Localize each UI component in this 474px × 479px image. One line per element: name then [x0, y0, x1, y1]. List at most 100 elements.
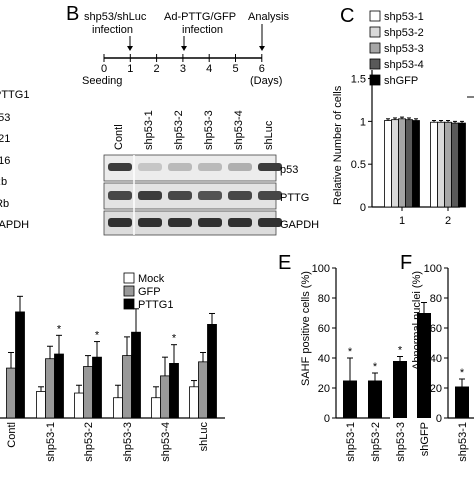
timeline-day-number: 5: [232, 63, 238, 75]
blot-band: [168, 218, 192, 227]
chart-d-legend-swatch: [123, 298, 135, 310]
timeline-ticks: 0 1 2 3 4 5 6: [101, 54, 265, 75]
chart-c-legend: shp53-1 shp53-2 shp53-3 shp53-4 shGFP: [369, 10, 424, 87]
panel-c: C 0 0.5 1 1.5 1 2 Relative Number of cells sh…: [332, 5, 474, 227]
chart-d-bar: [92, 356, 102, 419]
chart-abnormal-nuclei: 0 20 40 60 80 100 * shp53-1: [424, 263, 474, 462]
timeline-step2-line2: infection: [182, 24, 223, 36]
chart-c-legend-swatch: [369, 10, 381, 22]
chart-d-bar: [15, 311, 25, 419]
timeline-day-number: 2: [154, 63, 160, 75]
timeline-step1-line1: shp53/shLuc: [84, 11, 147, 23]
protein-label-pttg1: PTTG1: [0, 89, 29, 101]
chart-bar: [417, 313, 431, 418]
chart-c-x-tick-label: 1: [399, 215, 405, 227]
chart-d-significance-star: *: [95, 330, 100, 342]
blot-lane-label: shp53-3: [203, 110, 215, 150]
chart-c-bar: [384, 120, 392, 208]
blot-band: [198, 218, 222, 227]
timeline-day-number: 0: [101, 63, 107, 75]
timeline-days-label: (Days): [250, 75, 282, 87]
panel-letter-b: B: [66, 3, 79, 25]
chart-significance-star: *: [460, 367, 465, 379]
timeline-day-number: 6: [259, 63, 265, 75]
blot-band: [108, 191, 132, 200]
chart-c-legend-swatch: [369, 58, 381, 70]
chart-y-tick-label: 80: [430, 293, 442, 305]
blot-lane-label: Contl: [113, 124, 125, 150]
chart-x-tick-label: shp53-2: [370, 422, 382, 462]
chart-d-bar: [6, 367, 16, 419]
blot-band: [198, 163, 222, 171]
chart-c-y-tick-label: 0.5: [351, 159, 366, 171]
chart-c-bar: [405, 119, 413, 208]
chart-c-bar: [391, 119, 399, 208]
chart-y-tick-label: 40: [318, 353, 330, 365]
timeline-step3: Analysis: [248, 11, 289, 23]
protein-label-gapdh: GAPDH: [0, 219, 29, 231]
blot-band: [228, 163, 252, 171]
blot-lane-labels: Contl shp53-1 shp53-2 shp53-3 shp53-4 shLuc: [113, 110, 275, 150]
chart-d-legend-swatch: [123, 285, 135, 297]
chart-d-x-tick-label: shp53-4: [160, 422, 172, 462]
chart-bar: [455, 386, 469, 418]
chart-c-legend-label: shp53-3: [384, 43, 424, 55]
blot-band: [258, 218, 282, 227]
arrowhead-infection-2: [181, 46, 187, 51]
chart-c-bar: [412, 120, 420, 208]
chart-c-y-tick-label: 0: [360, 202, 366, 214]
timeline-day-number: 1: [127, 63, 133, 75]
chart-c-x-tick-label: 2: [445, 215, 451, 227]
arrowhead-infection-1: [127, 46, 133, 51]
chart-c-legend-label: shp53-2: [384, 27, 424, 39]
chart-bar: [393, 361, 407, 418]
protein-label-prb: pRb: [0, 198, 9, 210]
chart-d-bar: [169, 362, 179, 419]
chart-e-ylabel: SAHF positive cells (%): [300, 271, 312, 386]
chart-d-bar: [189, 386, 199, 419]
chart-y-tick-label: 0: [436, 413, 442, 425]
chart-f-ylabel: Abnormal nuclei (%): [411, 271, 423, 370]
protein-label-p16: p16: [0, 155, 10, 167]
chart-x-tick-label: shGFP: [419, 422, 431, 456]
blot-band: [138, 191, 162, 200]
timeline-step2-line1: Ad-PTTG/GFP: [164, 11, 236, 23]
chart-y-tick-label: 80: [318, 293, 330, 305]
chart-c-y-tick-label: 1.5: [351, 74, 366, 86]
chart-c-bar: [458, 122, 466, 208]
protein-label-p21: p21: [0, 133, 10, 145]
panel-a-protein-labels: PTTG1 p53 p21 p16 Rb pRb GAPDH: [0, 89, 29, 231]
chart-c-legend-label: shp53-4: [384, 59, 424, 71]
chart-d-bar: [207, 323, 217, 419]
chart-d-legend-label: GFP: [138, 286, 161, 298]
chart-d-bar: [198, 361, 208, 419]
blot-band: [228, 191, 252, 200]
timeline-day-number: 4: [206, 63, 212, 75]
chart-y-tick-label: 60: [318, 323, 330, 335]
chart-d-significance-star: *: [57, 323, 62, 335]
chart-y-tick-label: 60: [430, 323, 442, 335]
blot-band: [138, 163, 162, 171]
chart-relative-cell-number: 0 0.5 1 1.5 1 2: [351, 70, 466, 227]
panel-f: F 0 20 40 60 80 100 * shp53-1 Abnormal nuclei (…: [400, 252, 474, 462]
chart-y-tick-label: 100: [312, 263, 330, 275]
chart-d-x-tick-label: shLuc: [198, 422, 210, 452]
chart-y-tick-label: 20: [430, 383, 442, 395]
chart-d-bar: [122, 355, 132, 419]
panel-letter-c: C: [340, 5, 354, 27]
panel-letter-f: F: [400, 252, 412, 274]
chart-significance-star: *: [348, 346, 353, 358]
chart-c-legend-label: shp53-1: [384, 11, 424, 23]
chart-d-x-tick-label: shp53-3: [122, 422, 134, 462]
blot-lane-label: shp53-2: [173, 110, 185, 150]
blot-band: [228, 218, 252, 227]
chart-d-bar: [54, 353, 64, 419]
chart-d-bar: [83, 366, 93, 419]
chart-bar: [368, 380, 382, 418]
blot-label-gapdh: GAPDH: [280, 219, 319, 231]
blot-band: [168, 163, 192, 171]
panel-letter-e: E: [278, 252, 291, 274]
chart-c-bar: [430, 121, 438, 208]
